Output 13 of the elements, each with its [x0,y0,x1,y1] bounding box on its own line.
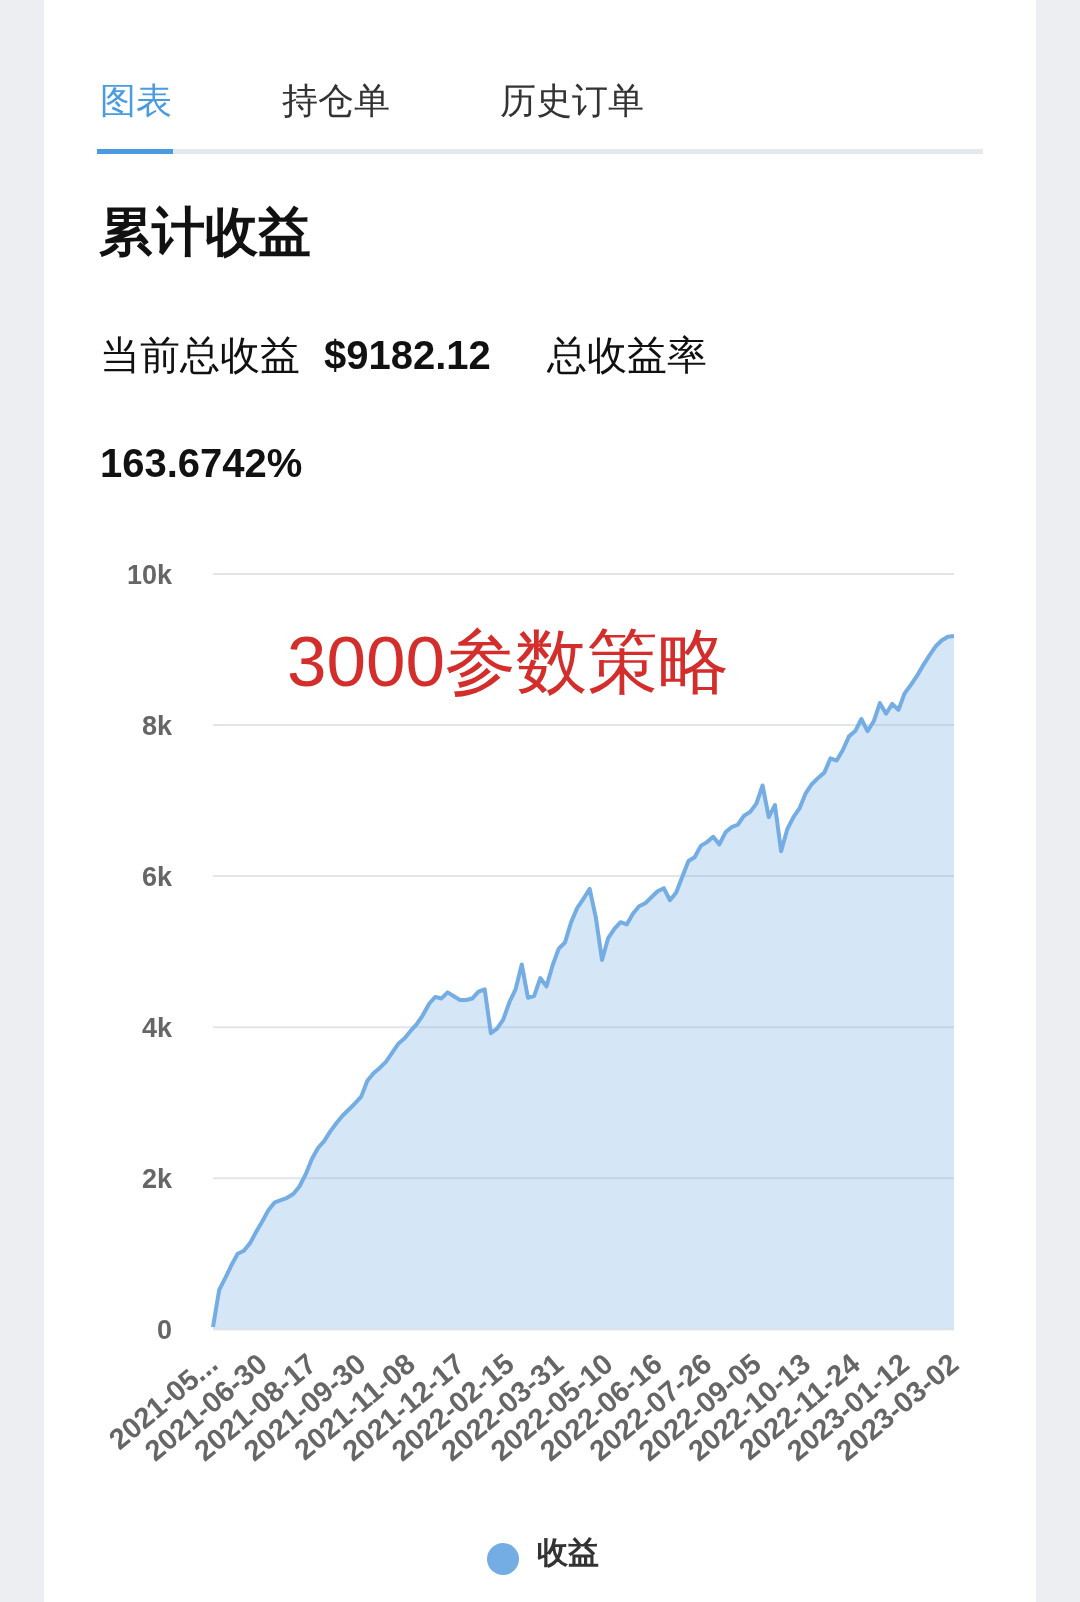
text: 图表 [100,79,172,123]
y-tick-label: 8k [141,710,173,741]
text: 历史订单 [500,79,644,123]
annotation: 3000参数策略 [287,620,729,703]
legend-label: 收益 [537,1535,599,1571]
y-tick-label: 10k [126,559,173,590]
text: 持仓单 [282,79,390,123]
y-tick-label: 4k [141,1012,173,1043]
y-tick-label: 2k [141,1163,173,1194]
y-tick-label: 6k [141,861,173,892]
chart-title: 累计收益 [99,201,311,263]
y-tick-label: 0 [156,1314,172,1345]
text: 当前总收益 $9182.12 总收益率 163.6742% [100,333,707,485]
